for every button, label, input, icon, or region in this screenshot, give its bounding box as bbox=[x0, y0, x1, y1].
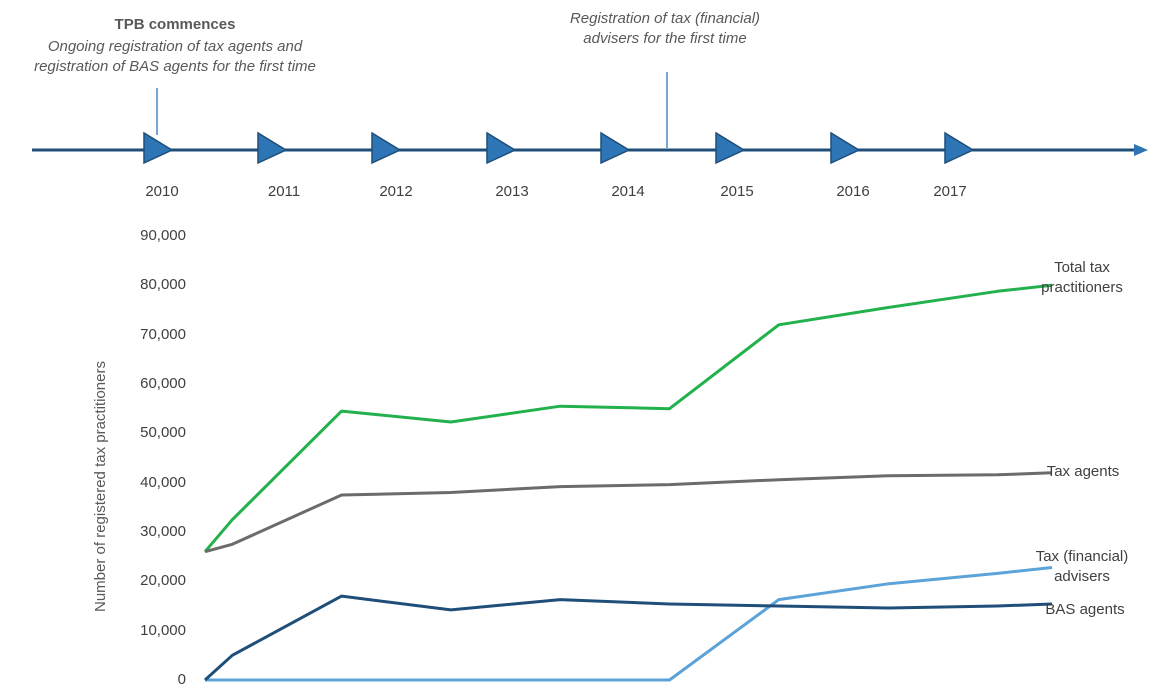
series-line-bas-agents bbox=[203, 594, 1053, 682]
y-tick-label: 60,000 bbox=[140, 375, 186, 392]
timeline-year-2013: 2013 bbox=[495, 183, 529, 200]
y-tick-label: 40,000 bbox=[140, 473, 186, 491]
timeline-marker-2010 bbox=[143, 131, 174, 165]
timeline-year-2011: 2011 bbox=[267, 183, 301, 200]
y-tick-label: 10,000 bbox=[140, 621, 186, 639]
annotation-advisers-line-2: advisers for the first time bbox=[583, 30, 747, 47]
series-label-line: Tax (financial) bbox=[1035, 548, 1129, 565]
timeline-arrowhead bbox=[1134, 144, 1148, 156]
timeline-marker-2013 bbox=[486, 131, 517, 165]
y-tick-label: 30,000 bbox=[140, 523, 186, 540]
series-line-tax-financial-advisers bbox=[205, 566, 1053, 682]
series-label-total-tax-practitioners: Total tax practitioners bbox=[1027, 258, 1137, 298]
annotation-tpb-title: TPB commences bbox=[114, 16, 236, 33]
series-label-bas-agents: BAS agents bbox=[1030, 600, 1140, 620]
timeline-year-2015: 2015 bbox=[720, 183, 754, 200]
timeline-year-2016: 2016 bbox=[836, 183, 870, 200]
y-tick-label: 50,000 bbox=[140, 424, 186, 442]
annotation-advisers-text: Registration of tax (financial) advisers… bbox=[530, 9, 800, 49]
annotation-tpb-line-1: Ongoing registration of tax agents and bbox=[47, 38, 303, 55]
annotation-tpb-text: Ongoing registration of tax agents and r… bbox=[0, 37, 350, 77]
series-label-line: practitioners bbox=[1041, 279, 1123, 296]
series-label-line: Total tax bbox=[1054, 259, 1110, 276]
timeline-marker-2015 bbox=[715, 131, 746, 165]
series-label-tax-agents: Tax agents bbox=[1033, 462, 1133, 482]
timeline-year-2017: 2017 bbox=[933, 183, 967, 200]
timeline-year-2014: 2014 bbox=[611, 183, 645, 200]
timeline-marker-2016 bbox=[830, 131, 861, 165]
y-tick-label: 20,000 bbox=[140, 572, 186, 590]
series-label-line: advisers bbox=[1054, 568, 1110, 585]
y-tick-label: 90,000 bbox=[140, 227, 186, 244]
annotation-tpb-line-2: registration of BAS agents for the first… bbox=[34, 58, 316, 75]
series-label-line: BAS agents bbox=[1045, 601, 1125, 618]
timeline-marker-2017 bbox=[944, 131, 975, 165]
series-line-tax-agents bbox=[204, 471, 1053, 554]
series-label-line: Tax agents bbox=[1046, 463, 1120, 480]
y-tick-label: 0 bbox=[177, 671, 186, 688]
series-line-total-tax-practitioners bbox=[203, 283, 1053, 553]
timeline-year-2010: 2010 bbox=[145, 183, 179, 200]
timeline-marker-2012 bbox=[371, 131, 402, 165]
y-tick-label: 70,000 bbox=[140, 325, 186, 343]
timeline-marker-2014 bbox=[600, 131, 631, 165]
y-tick-label: 80,000 bbox=[140, 276, 186, 294]
timeline bbox=[32, 72, 1148, 165]
series-label-tax-financial-advisers: Tax (financial) advisers bbox=[1027, 547, 1137, 587]
timeline-marker-2011 bbox=[257, 131, 288, 165]
annotation-advisers-line-1: Registration of tax (financial) bbox=[569, 10, 761, 27]
timeline-year-2012: 2012 bbox=[379, 183, 413, 200]
